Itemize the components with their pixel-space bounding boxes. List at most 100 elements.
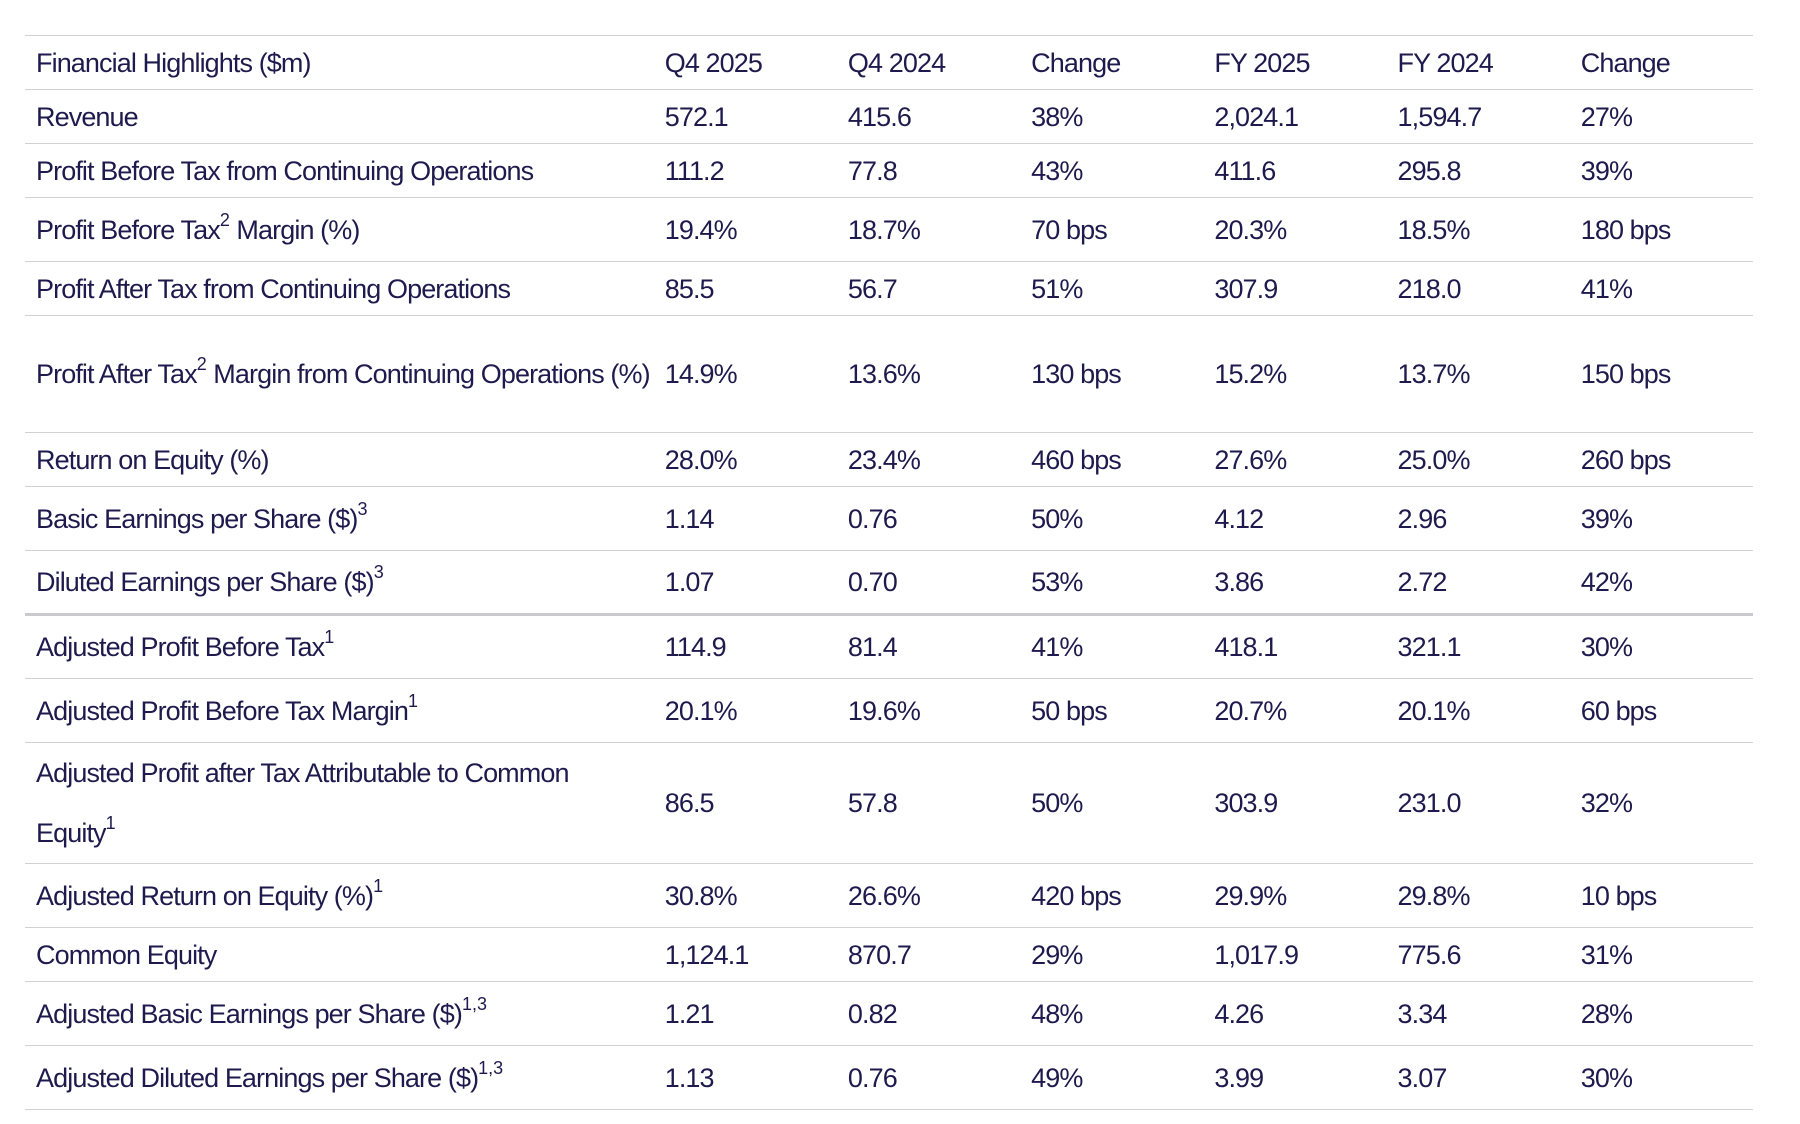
- cell-q4-2025: 85.5: [664, 273, 715, 304]
- table-row: Profit Before Tax from Continuing Operat…: [25, 143, 1753, 198]
- cell-fy-change: 39%: [1580, 503, 1633, 534]
- cell-fy-change: 32%: [1580, 788, 1633, 818]
- cell-q4-2024: 13.6%: [847, 359, 921, 389]
- cell-fy-2024: 3.07: [1397, 1062, 1448, 1093]
- footnote-marker: 3: [373, 562, 384, 582]
- cell-fy-change: 27%: [1580, 101, 1633, 132]
- row-label: Adjusted Return on Equity (%)1: [36, 875, 384, 911]
- cell-fy-change: 39%: [1580, 155, 1633, 186]
- cell-fy-2025: 3.99: [1214, 1062, 1264, 1093]
- cell-fy-2025: 20.7%: [1214, 695, 1287, 726]
- cell-fy-2025: 29.9%: [1214, 880, 1287, 911]
- cell-fy-2024: 13.7%: [1397, 359, 1471, 389]
- cell-fy-change: 31%: [1580, 939, 1633, 970]
- table-row: Adjusted Basic Earnings per Share ($)1,3…: [25, 981, 1753, 1046]
- cell-q4-change: 50 bps: [1031, 695, 1108, 726]
- footnote-marker: 1,3: [461, 993, 487, 1014]
- cell-fy-2024: 321.1: [1397, 632, 1462, 662]
- cell-fy-change: 28%: [1580, 998, 1633, 1029]
- column-header-fy-2024: FY 2024: [1397, 47, 1494, 78]
- cell-q4-2025: 1.14: [664, 503, 715, 534]
- cell-fy-2025: 411.6: [1214, 155, 1276, 186]
- cell-fy-2024: 775.6: [1397, 939, 1462, 970]
- cell-fy-change: 41%: [1580, 273, 1633, 304]
- cell-fy-2025: 4.12: [1214, 503, 1264, 534]
- table-row: Return on Equity (%) 28.0% 23.4% 460 bps…: [25, 432, 1753, 487]
- financial-highlights-table: Financial Highlights ($m) Q4 2025 Q4 202…: [25, 35, 1753, 1110]
- cell-q4-2025: 1.13: [664, 1062, 715, 1093]
- cell-fy-2025: 4.26: [1214, 998, 1264, 1029]
- cell-fy-change: 60 bps: [1580, 695, 1658, 726]
- column-header-fy-change: Change: [1580, 47, 1671, 78]
- cell-q4-change: 50%: [1031, 503, 1083, 534]
- cell-fy-2025: 27.6%: [1214, 444, 1287, 475]
- row-label: Basic Earnings per Share ($)3: [36, 498, 368, 534]
- footnote-marker: 1: [324, 627, 335, 647]
- row-label: Adjusted Profit after Tax Attributable t…: [36, 758, 569, 848]
- table-row: Adjusted Diluted Earnings per Share ($)1…: [25, 1045, 1753, 1110]
- cell-fy-change: 180 bps: [1580, 214, 1672, 245]
- cell-fy-2024: 3.34: [1397, 998, 1448, 1029]
- row-label: Adjusted Diluted Earnings per Share ($)1…: [36, 1057, 504, 1093]
- cell-q4-2024: 57.8: [847, 788, 898, 818]
- footnote-marker: 1: [105, 813, 116, 833]
- cell-q4-2024: 56.7: [847, 273, 898, 304]
- footnote-marker: 3: [357, 498, 368, 519]
- cell-q4-change: 51%: [1031, 273, 1083, 304]
- row-label: Return on Equity (%): [36, 444, 270, 475]
- cell-q4-change: 41%: [1031, 632, 1083, 662]
- row-label: Adjusted Profit Before Tax Margin1: [36, 690, 419, 726]
- cell-q4-change: 460 bps: [1031, 444, 1122, 475]
- table-row: Profit After Tax2 Margin from Continuing…: [25, 315, 1753, 433]
- row-label: Profit Before Tax2 Margin (%): [36, 209, 360, 245]
- cell-q4-change: 43%: [1031, 155, 1083, 186]
- footnote-marker: 2: [196, 354, 207, 374]
- cell-fy-2024: 2.96: [1397, 503, 1448, 534]
- cell-q4-2025: 86.5: [664, 788, 715, 818]
- cell-fy-2025: 3.86: [1214, 567, 1264, 597]
- cell-q4-2024: 18.7%: [847, 214, 921, 245]
- cell-fy-change: 30%: [1580, 1062, 1633, 1093]
- cell-q4-2024: 19.6%: [847, 695, 921, 726]
- cell-q4-2025: 1,124.1: [664, 939, 750, 970]
- row-label: Profit After Tax from Continuing Operati…: [36, 273, 511, 304]
- cell-q4-change: 38%: [1031, 101, 1083, 132]
- row-label: Profit After Tax2 Margin from Continuing…: [36, 354, 651, 389]
- cell-q4-2025: 14.9%: [664, 359, 738, 389]
- table-row: Revenue 572.1 415.6 38% 2,024.1 1,594.7 …: [25, 89, 1753, 144]
- financial-highlights-table-container: Financial Highlights ($m) Q4 2025 Q4 202…: [25, 35, 1753, 1110]
- cell-q4-change: 29%: [1031, 939, 1083, 970]
- cell-fy-2025: 307.9: [1214, 273, 1278, 304]
- cell-q4-change: 130 bps: [1031, 359, 1122, 389]
- cell-fy-2024: 2.72: [1397, 567, 1448, 597]
- header-title: Financial Highlights ($m): [36, 47, 312, 78]
- cell-q4-2025: 30.8%: [664, 880, 738, 911]
- cell-fy-2025: 2,024.1: [1214, 101, 1299, 132]
- cell-q4-2025: 19.4%: [664, 214, 738, 245]
- row-label: Diluted Earnings per Share ($)3: [36, 562, 384, 597]
- cell-q4-2024: 0.76: [847, 503, 898, 534]
- cell-fy-2025: 20.3%: [1214, 214, 1287, 245]
- table-row: Profit After Tax from Continuing Operati…: [25, 261, 1753, 316]
- table-row: Adjusted Profit after Tax Attributable t…: [25, 742, 1753, 864]
- footnote-marker: 1: [408, 690, 419, 711]
- row-label: Common Equity: [36, 939, 217, 970]
- cell-fy-2024: 218.0: [1397, 273, 1462, 304]
- cell-fy-change: 30%: [1580, 632, 1633, 662]
- cell-q4-2024: 0.70: [847, 567, 898, 597]
- cell-fy-2024: 29.8%: [1397, 880, 1471, 911]
- cell-q4-2025: 572.1: [664, 101, 729, 132]
- cell-q4-2024: 870.7: [847, 939, 912, 970]
- footnote-marker: 1,3: [478, 1057, 504, 1078]
- row-label: Revenue: [36, 101, 139, 132]
- cell-q4-change: 53%: [1031, 567, 1083, 597]
- cell-q4-2024: 81.4: [847, 632, 898, 662]
- cell-fy-change: 10 bps: [1580, 880, 1658, 911]
- cell-q4-2024: 0.76: [847, 1062, 898, 1093]
- cell-q4-2024: 0.82: [847, 998, 898, 1029]
- cell-q4-change: 48%: [1031, 998, 1083, 1029]
- row-label: Profit Before Tax from Continuing Operat…: [36, 155, 534, 186]
- column-header-q4-change: Change: [1031, 47, 1121, 78]
- cell-fy-2024: 1,594.7: [1397, 101, 1483, 132]
- cell-q4-change: 49%: [1031, 1062, 1083, 1093]
